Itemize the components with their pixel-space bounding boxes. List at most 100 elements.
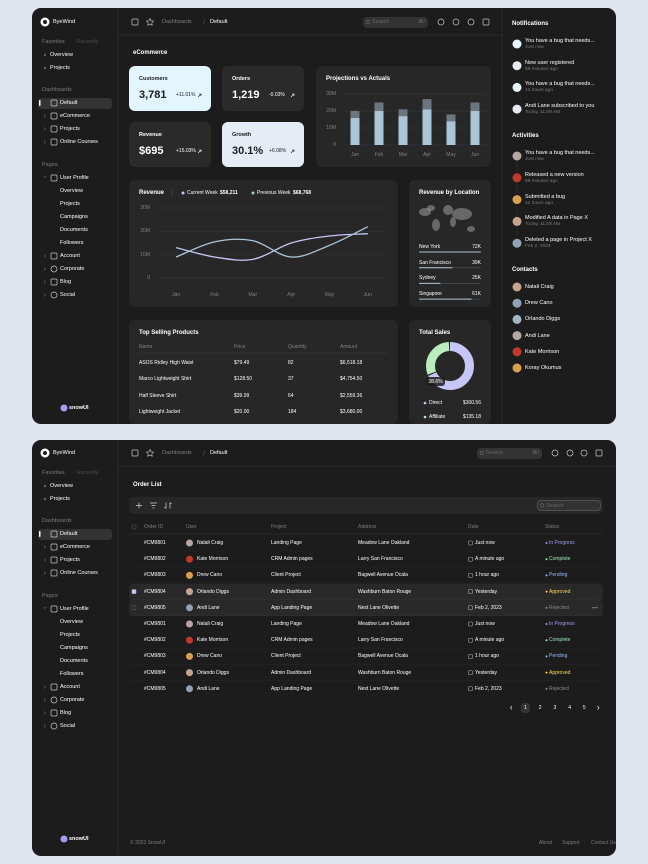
- search-placeholder: Search: [372, 19, 390, 25]
- icon: [50, 605, 58, 613]
- nav-item[interactable]: Corporate: [60, 266, 85, 272]
- footer-link[interactable]: Support: [562, 840, 580, 846]
- nav-subitem[interactable]: Followers: [60, 671, 84, 677]
- nav-item[interactable]: Blog: [60, 710, 72, 716]
- nav-item[interactable]: Account: [60, 684, 80, 690]
- notification-icon: [512, 39, 522, 49]
- address: Nest Lane Olivette: [358, 604, 400, 611]
- nav-item[interactable]: Online Courses: [60, 570, 98, 576]
- avatar: [512, 347, 522, 357]
- nav-subitem[interactable]: Campaigns: [60, 214, 88, 220]
- nav-item[interactable]: User Profile: [60, 175, 89, 181]
- breadcrumb[interactable]: Dashboards: [162, 19, 192, 25]
- activity-text[interactable]: Modified A data in Page X: [525, 215, 588, 222]
- y-tick-label: 30M: [140, 205, 150, 211]
- x-tick-label: Jun: [363, 292, 372, 298]
- breadcrumb: Default: [210, 450, 228, 456]
- contact-name[interactable]: Andi Lane: [525, 332, 550, 339]
- avatar: [512, 216, 522, 226]
- section-title: eCommerce: [133, 50, 168, 56]
- tab[interactable]: Recently: [77, 470, 99, 476]
- card: [129, 180, 398, 307]
- tab[interactable]: Favorites: [42, 470, 65, 476]
- nav-subitem[interactable]: Overview: [60, 188, 83, 194]
- nav-item[interactable]: Default: [60, 531, 78, 537]
- nav-subitem[interactable]: Documents: [60, 658, 88, 664]
- legend-label: Affiliate: [429, 414, 446, 420]
- tab[interactable]: Recently: [77, 39, 99, 45]
- page-number[interactable]: 3: [553, 705, 557, 711]
- nav-item[interactable]: Account: [60, 253, 80, 259]
- avatar: [186, 604, 193, 612]
- activity-text[interactable]: Released a new version: [525, 171, 584, 178]
- nav-item[interactable]: User Profile: [60, 606, 89, 612]
- contact-name[interactable]: Orlando Diggs: [525, 316, 561, 323]
- search-box[interactable]: [537, 500, 601, 511]
- activity-text[interactable]: You have a bug that needs...: [525, 150, 595, 156]
- nav-item[interactable]: Overview: [50, 52, 73, 58]
- page-number[interactable]: 1: [524, 705, 527, 711]
- project: Landing Page: [271, 621, 302, 627]
- activity-text[interactable]: Deleted a page in Project X: [525, 237, 592, 244]
- status: Rejected: [549, 604, 569, 611]
- contact-name[interactable]: Koray Okumus: [525, 365, 562, 371]
- icon: [50, 99, 58, 107]
- kpi-change: +6.08%: [269, 148, 287, 154]
- table-cell: Marco Lightweight Shirt: [139, 376, 192, 383]
- contact-name[interactable]: Natali Craig: [525, 284, 554, 290]
- nav-subitem[interactable]: Overview: [60, 619, 83, 625]
- nav-item[interactable]: Default: [60, 100, 78, 106]
- nav-subitem[interactable]: Documents: [60, 227, 88, 233]
- search-box[interactable]: [363, 16, 428, 28]
- nav-item[interactable]: Online Courses: [60, 139, 98, 145]
- nav-item[interactable]: Overview: [50, 483, 73, 489]
- nav-subitem[interactable]: Followers: [60, 240, 84, 246]
- activity-time: Today, 11:59 AM: [525, 222, 561, 228]
- notification-text[interactable]: Andi Lane subscribed to you: [525, 103, 595, 110]
- brand-logo: [43, 20, 47, 24]
- nav-subitem[interactable]: Projects: [60, 201, 80, 207]
- nav-item[interactable]: Projects: [50, 496, 70, 502]
- kpi-change: +11.01%: [176, 92, 196, 98]
- notification-text[interactable]: You have a bug that needs...: [525, 81, 595, 88]
- nav-subitem[interactable]: Projects: [60, 632, 80, 638]
- nav-item[interactable]: Social: [60, 723, 75, 729]
- bar: [419, 267, 453, 269]
- nav-item[interactable]: Projects: [60, 126, 80, 132]
- chevron: [43, 114, 46, 118]
- nav-item[interactable]: Projects: [50, 65, 70, 71]
- calendar-icon: [468, 540, 473, 546]
- page-number[interactable]: 5: [582, 705, 586, 711]
- nav-item[interactable]: eCommerce: [60, 544, 90, 550]
- status: Rejected: [549, 685, 569, 692]
- legend-dot: [181, 191, 185, 195]
- x-tick-label: May: [446, 152, 456, 158]
- page-number[interactable]: 2: [538, 705, 542, 711]
- nav-item[interactable]: Social: [60, 292, 75, 298]
- checkbox: [131, 524, 137, 530]
- user-name: Drew Cano: [197, 572, 223, 579]
- address: Bagwell Avenue Ocala: [358, 572, 408, 579]
- card-title: Revenue by Location: [419, 190, 480, 196]
- order-id: #CM9802: [144, 637, 166, 644]
- nav-item[interactable]: Corporate: [60, 697, 85, 703]
- contact-name[interactable]: Drew Cano: [525, 300, 553, 307]
- activity-text[interactable]: Submitted a bug: [525, 193, 566, 200]
- nav-active: [38, 528, 112, 540]
- search-box[interactable]: [477, 447, 542, 459]
- project: CRM Admin pages: [271, 556, 313, 563]
- nav-item[interactable]: eCommerce: [60, 113, 90, 119]
- nav-subitem[interactable]: Campaigns: [60, 645, 88, 651]
- nav-item[interactable]: Blog: [60, 279, 72, 285]
- notification-text[interactable]: You have a bug that needs...: [525, 38, 595, 44]
- footer-link[interactable]: About: [539, 840, 553, 846]
- breadcrumb[interactable]: Dashboards: [162, 450, 192, 456]
- contact-name[interactable]: Kate Morrison: [525, 348, 560, 355]
- tab[interactable]: Favorites: [42, 39, 65, 45]
- page-number[interactable]: 4: [568, 705, 571, 711]
- notification-text[interactable]: New user registered: [525, 59, 575, 66]
- avatar: [186, 555, 193, 563]
- footer-link[interactable]: Contact Us: [591, 840, 616, 846]
- avatar: [512, 331, 522, 341]
- nav-item[interactable]: Projects: [60, 557, 80, 563]
